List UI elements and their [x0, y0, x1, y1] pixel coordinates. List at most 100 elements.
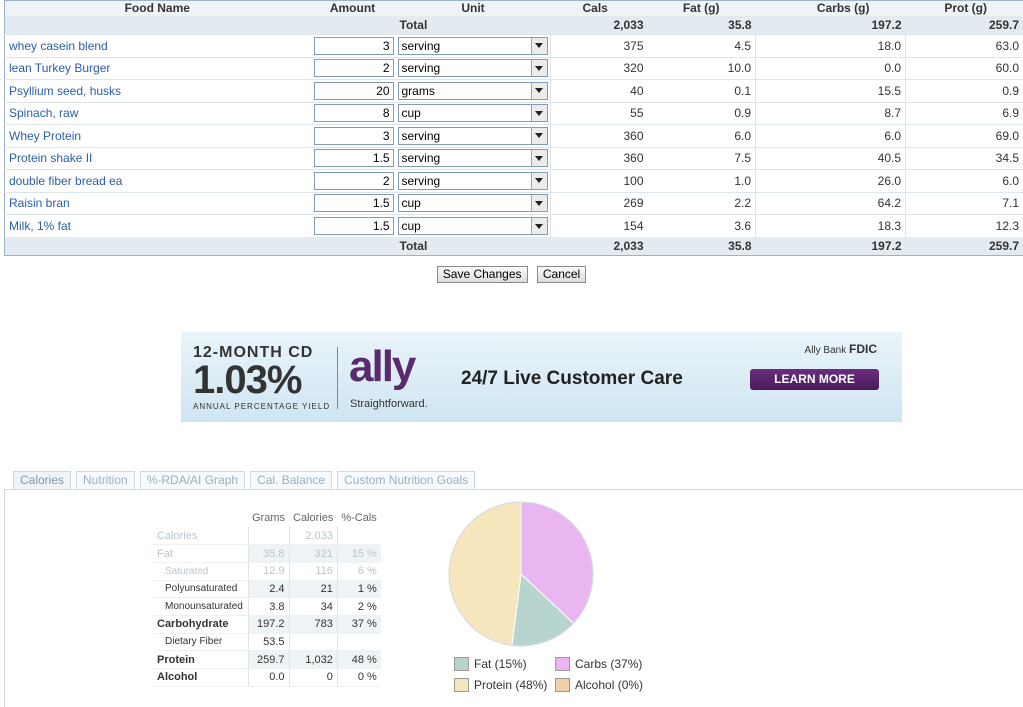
- amount-cell: [309, 124, 396, 147]
- amount-cell: [309, 101, 396, 125]
- nutrient-pct: 37 %: [336, 615, 381, 634]
- fat-cell: 3.6: [647, 214, 756, 237]
- header-amount[interactable]: Amount: [309, 0, 396, 16]
- cancel-button[interactable]: Cancel: [536, 266, 587, 283]
- nutrient-calories: 1,032: [288, 650, 338, 669]
- food-name-link[interactable]: whey casein blend: [4, 34, 310, 57]
- unit-select-value: grams: [401, 83, 435, 98]
- header-carbs[interactable]: Carbs (g): [755, 0, 906, 16]
- amount-input[interactable]: [313, 59, 394, 78]
- prot-cell: 60.0: [905, 56, 1023, 80]
- header-unit[interactable]: Unit: [395, 0, 551, 16]
- tab-panel-border-left: [4, 489, 5, 707]
- amount-cell: [309, 146, 396, 170]
- amount-input[interactable]: [313, 194, 394, 213]
- header-prot[interactable]: Prot (g): [905, 0, 1023, 16]
- food-name-link[interactable]: Milk, 1% fat: [4, 214, 310, 237]
- amount-input[interactable]: [313, 149, 394, 168]
- total-carbs: 197.2: [755, 237, 906, 256]
- learn-more-button[interactable]: LEARN MORE: [750, 369, 879, 390]
- ad-cd-label: 12-MONTH CD: [193, 344, 314, 361]
- header-fat[interactable]: Fat (g): [647, 0, 756, 16]
- amount-input[interactable]: [313, 81, 394, 100]
- unit-select[interactable]: serving: [397, 126, 548, 145]
- total-row-top: Total 2,033 35.8 197.2 259.7: [4, 16, 1023, 35]
- nutrient-label: Protein: [153, 650, 248, 669]
- carbs-cell: 40.5: [755, 146, 906, 170]
- header-grams: Grams: [252, 512, 285, 524]
- ad-banner[interactable]: 12-MONTH CD 1.03% ANNUAL PERCENTAGE YIEL…: [181, 332, 902, 422]
- amount-input[interactable]: [313, 36, 394, 55]
- unit-select-value: serving: [401, 38, 441, 53]
- unit-select[interactable]: cup: [397, 104, 548, 123]
- nutrition-row-calories: Calories 2,033: [153, 527, 381, 546]
- dropdown-arrow-icon[interactable]: [530, 150, 547, 167]
- dropdown-arrow-icon[interactable]: [530, 82, 547, 99]
- dropdown-arrow-icon[interactable]: [530, 195, 547, 212]
- table-row: Psyllium seed, husks grams 40 0.1 15.5 0…: [4, 79, 1023, 102]
- food-name-link[interactable]: Psyllium seed, husks: [4, 79, 310, 102]
- prot-cell: 69.0: [905, 124, 1023, 147]
- nutrition-row-fat: Fat 35.8 321 15 %: [153, 544, 381, 563]
- food-name-link[interactable]: double fiber bread ea: [4, 169, 310, 192]
- dropdown-arrow-icon[interactable]: [530, 37, 547, 54]
- unit-select-value: serving: [401, 151, 441, 166]
- unit-cell: cup: [395, 191, 551, 215]
- header-pct-cals: %-Cals: [341, 512, 377, 524]
- fat-cell: 0.9: [647, 101, 756, 125]
- unit-select[interactable]: serving: [397, 149, 548, 168]
- food-name-link[interactable]: Whey Protein: [4, 124, 310, 147]
- amount-input[interactable]: [313, 217, 394, 235]
- amount-input[interactable]: [313, 104, 394, 123]
- total-label: Total: [395, 237, 551, 256]
- tab-cal-balance[interactable]: Cal. Balance: [250, 471, 333, 490]
- amount-input[interactable]: [313, 126, 394, 145]
- nutrient-pct: 6 %: [336, 562, 381, 581]
- unit-select[interactable]: serving: [397, 59, 548, 78]
- dropdown-arrow-icon[interactable]: [530, 172, 547, 189]
- nutrient-calories: 0: [288, 668, 338, 687]
- header-food-name[interactable]: Food Name: [4, 0, 310, 16]
- tab-rda-graph[interactable]: %-RDA/AI Graph: [139, 471, 246, 490]
- total-cals: 2,033: [550, 16, 648, 35]
- nutrition-row-carbohydrate: Carbohydrate 197.2 783 37 %: [153, 615, 381, 634]
- unit-select[interactable]: serving: [397, 36, 548, 55]
- nutrient-grams: 259.7: [247, 650, 289, 669]
- table-row: lean Turkey Burger serving 320 10.0 0.0 …: [4, 56, 1023, 80]
- dropdown-arrow-icon[interactable]: [530, 218, 547, 234]
- nutrient-pct: [336, 527, 381, 546]
- dropdown-arrow-icon[interactable]: [530, 127, 547, 144]
- tab-calories[interactable]: Calories: [13, 471, 72, 490]
- amount-cell: [309, 79, 396, 102]
- nutrient-pct: 15 %: [336, 544, 381, 563]
- nutrition-header-row: Grams Calories %-Cals: [153, 509, 381, 527]
- tab-custom-goals[interactable]: Custom Nutrition Goals: [337, 471, 476, 490]
- total-cals: 2,033: [550, 237, 648, 256]
- nutrient-calories: [288, 633, 338, 652]
- fat-cell: 2.2: [647, 191, 756, 215]
- legend-label: Carbs (37%): [575, 657, 643, 671]
- amount-cell: [309, 169, 396, 192]
- food-name-link[interactable]: lean Turkey Burger: [4, 56, 310, 80]
- unit-select[interactable]: cup: [397, 194, 548, 213]
- unit-select[interactable]: serving: [397, 171, 548, 190]
- food-name-link[interactable]: Protein shake II: [4, 146, 310, 170]
- unit-select[interactable]: grams: [397, 81, 548, 100]
- unit-select-value: serving: [401, 128, 441, 143]
- amount-cell: [309, 34, 396, 57]
- unit-select[interactable]: cup: [397, 217, 548, 235]
- dropdown-arrow-icon[interactable]: [530, 60, 547, 77]
- cals-cell: 269: [550, 191, 648, 215]
- fat-cell: 0.1: [647, 79, 756, 102]
- food-name-link[interactable]: Spinach, raw: [4, 101, 310, 125]
- cals-cell: 100: [550, 169, 648, 192]
- tab-nutrition[interactable]: Nutrition: [76, 471, 135, 490]
- food-name-link[interactable]: Raisin bran: [4, 191, 310, 215]
- ad-tagline: Straightforward.: [350, 398, 428, 410]
- header-cals[interactable]: Cals: [550, 0, 648, 16]
- save-changes-button[interactable]: Save Changes: [436, 266, 528, 283]
- nutrient-pct: 0 %: [336, 668, 381, 687]
- amount-input[interactable]: [313, 171, 394, 190]
- unit-cell: cup: [395, 101, 551, 125]
- dropdown-arrow-icon[interactable]: [530, 105, 547, 122]
